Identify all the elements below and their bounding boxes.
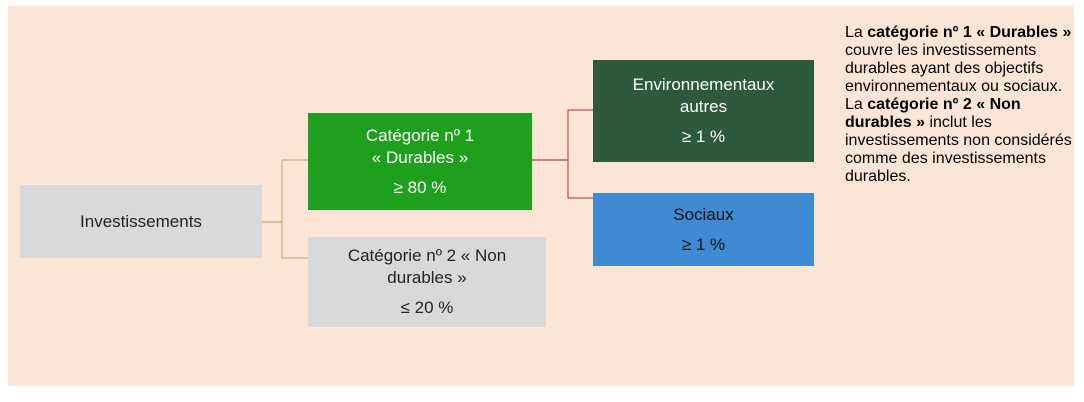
node-label: Sociaux bbox=[673, 204, 734, 224]
note-text: inclut les investissements non considéré… bbox=[845, 114, 1072, 185]
note-paragraph: La catégorie nº 1 « Durables » couvre le… bbox=[845, 24, 1077, 96]
node-label: durables » bbox=[387, 268, 467, 287]
node-value: ≥ 1 % bbox=[681, 127, 726, 146]
connector bbox=[262, 159, 308, 223]
node-value: ≥ 80 % bbox=[393, 177, 447, 197]
connector bbox=[532, 109, 593, 161]
note-text: La bbox=[845, 96, 868, 113]
note-text: catégorie nº 1 « Durables » bbox=[867, 24, 1072, 41]
node: Investissements bbox=[20, 185, 262, 258]
node-value: ≤ 20 % bbox=[400, 298, 454, 317]
node-label: Catégorie nº 2 « Non bbox=[347, 246, 507, 265]
node-label: Investissements bbox=[80, 211, 202, 231]
node-label: Catégorie nº 1 bbox=[365, 125, 475, 145]
node-label: autres bbox=[679, 97, 728, 116]
node-value: ≥ 1 % bbox=[681, 234, 726, 254]
note-paragraph: La catégorie nº 2 « Non durables » inclu… bbox=[845, 96, 1077, 186]
note-text: catégorie nº 2 « Non durables » bbox=[845, 96, 1021, 131]
node: Catégorie nº 2 « Non durables » ≤ 20 % bbox=[308, 237, 546, 327]
node: Environnementaux autres ≥ 1 % bbox=[593, 60, 814, 162]
notes: La catégorie nº 1 « Durables » couvre le… bbox=[845, 24, 1077, 186]
connector bbox=[262, 221, 308, 259]
note-text: couvre les investissements durables ayan… bbox=[845, 42, 1063, 95]
node-label: « Durables » bbox=[371, 147, 469, 167]
connector bbox=[532, 159, 593, 199]
node-label: Environnementaux bbox=[632, 75, 775, 94]
node: Catégorie nº 1 « Durables » ≥ 80 % bbox=[308, 113, 532, 210]
node: Sociaux ≥ 1 % bbox=[593, 193, 814, 266]
note-text: La bbox=[845, 24, 868, 41]
